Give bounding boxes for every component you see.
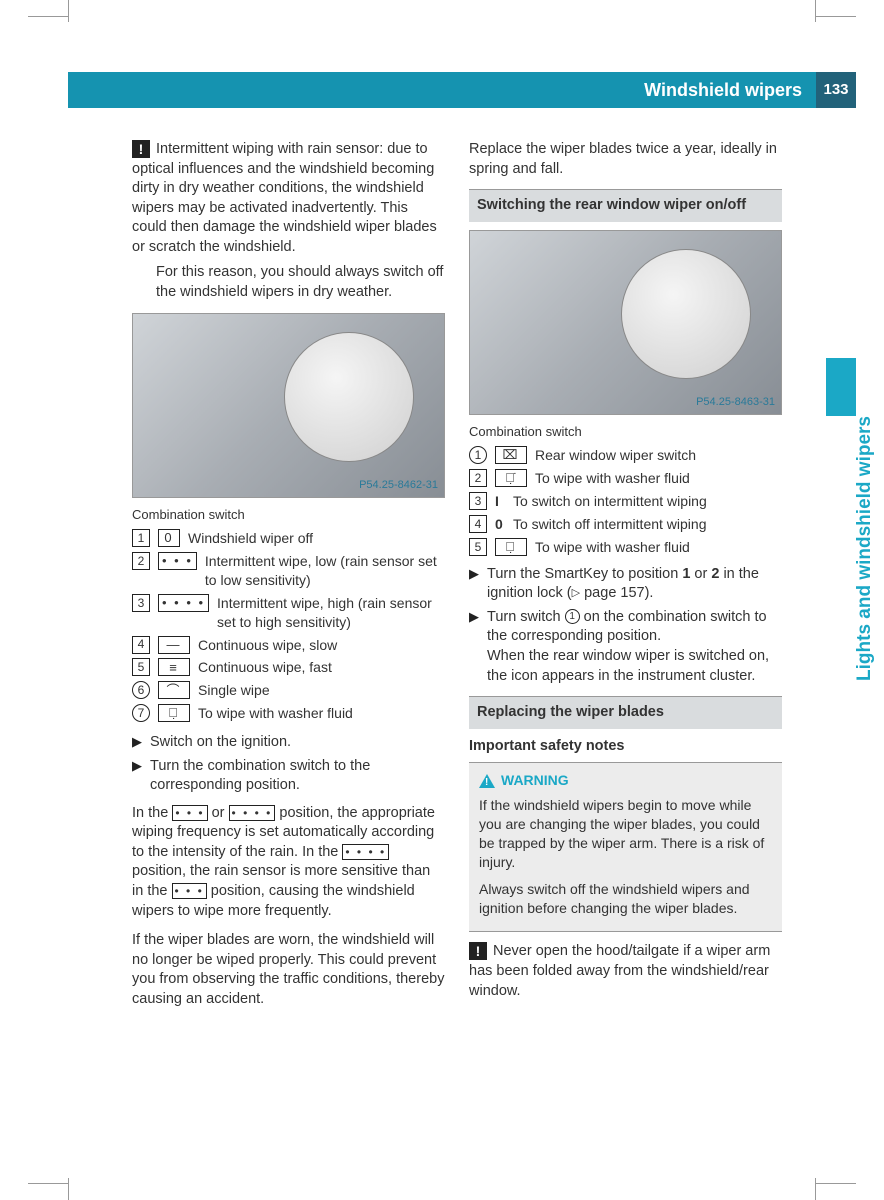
worn-blades-paragraph: If the wiper blades are worn, the windsh… xyxy=(132,931,445,1009)
header-title: Windshield wipers xyxy=(644,78,816,102)
step-item: ▶ Turn the combination switch to the cor… xyxy=(132,757,445,796)
symbol-washer: ⌒̣ xyxy=(495,538,527,556)
label-box-2: 2 xyxy=(469,469,487,487)
symbol-int-low: • • • xyxy=(158,552,197,570)
warning-label: WARNING xyxy=(501,771,569,790)
safety-notes-heading: Important safety notes xyxy=(469,737,782,757)
sensitivity-paragraph: In the • • • or • • • • position, the ap… xyxy=(132,804,445,921)
label-box-3: 3 xyxy=(469,492,487,510)
replace-paragraph: Replace the wiper blades twice a year, i… xyxy=(469,140,782,179)
side-tab xyxy=(826,358,856,416)
legend-item: 5 ≡ Continuous wipe, fast xyxy=(132,658,445,677)
left-column: !Intermittent wiping with rain sensor: d… xyxy=(132,140,445,1140)
label-box-2: 2 xyxy=(132,552,150,570)
step-arrow-icon: ▶ xyxy=(132,733,142,751)
legend-item: 2 ⌒̣̇ To wipe with washer fluid xyxy=(469,469,782,488)
important-icon: ! xyxy=(469,942,487,960)
warning-text-1: If the windshield wipers begin to move w… xyxy=(479,796,772,872)
label-box-4: 4 xyxy=(469,515,487,533)
hood-note: !Never open the hood/tailgate if a wiper… xyxy=(469,942,782,1001)
combination-switch-rear-image: P54.25-8463-31 xyxy=(469,230,782,415)
warning-icon xyxy=(479,774,495,788)
label-box-5: 5 xyxy=(132,658,150,676)
symbol-rear-switch: ⌧ xyxy=(495,446,527,464)
step-item: ▶ Switch on the ignition. xyxy=(132,733,445,753)
label-circle-6: 6 xyxy=(132,681,150,699)
legend-item: 4 — Continuous wipe, slow xyxy=(132,636,445,655)
symbol-0: 0 xyxy=(495,515,505,534)
symbol-cont-fast: ≡ xyxy=(158,658,190,676)
warning-box: WARNING If the windshield wipers begin t… xyxy=(469,762,782,932)
symbol-cont-slow: — xyxy=(158,636,190,654)
step-arrow-icon: ▶ xyxy=(469,565,479,583)
rain-sensor-note: !Intermittent wiping with rain sensor: d… xyxy=(132,140,445,257)
legend-item: 4 0 To switch off intermittent wiping xyxy=(469,515,782,534)
label-circle-7: 7 xyxy=(132,704,150,722)
side-section-label: Lights and windshield wipers xyxy=(852,416,878,681)
page-number: 133 xyxy=(816,72,856,108)
legend-item: 6 ⌒ Single wipe xyxy=(132,681,445,700)
symbol-int-high: • • • • xyxy=(158,594,209,612)
symbol-washer: ⌒̣ xyxy=(158,704,190,722)
legend-item: 5 ⌒̣ To wipe with washer fluid xyxy=(469,538,782,557)
legend-item: 1 ⌧ Rear window wiper switch xyxy=(469,446,782,465)
symbol-single-wipe: ⌒ xyxy=(158,681,190,699)
legend-item: 3 I To switch on intermittent wiping xyxy=(469,492,782,511)
label-box-1: 1 xyxy=(132,529,150,547)
step-item: ▶ Turn switch 1 on the combination switc… xyxy=(469,608,782,686)
label-box-3: 3 xyxy=(132,594,150,612)
legend-item: 1 0 Windshield wiper off xyxy=(132,529,445,548)
page-header: Windshield wipers 133 xyxy=(68,72,856,108)
symbol-off: 0 xyxy=(158,529,180,547)
warning-text-2: Always switch off the windshield wipers … xyxy=(479,880,772,918)
image-caption: Combination switch xyxy=(469,423,782,441)
right-column: Replace the wiper blades twice a year, i… xyxy=(469,140,782,1140)
legend-item: 2 • • • Intermittent wipe, low (rain sen… xyxy=(132,552,445,590)
step-arrow-icon: ▶ xyxy=(469,608,479,626)
label-circle-1: 1 xyxy=(469,446,487,464)
step-item: ▶ Turn the SmartKey to position 1 or 2 i… xyxy=(469,565,782,604)
legend-item: 3 • • • • Intermittent wipe, high (rain … xyxy=(132,594,445,632)
image-caption: Combination switch xyxy=(132,506,445,524)
label-box-4: 4 xyxy=(132,636,150,654)
rain-sensor-note-2: For this reason, you should always switc… xyxy=(132,263,445,302)
step-arrow-icon: ▶ xyxy=(132,757,142,775)
legend-item: 7 ⌒̣ To wipe with washer fluid xyxy=(132,704,445,723)
combination-switch-front-image: P54.25-8462-31 xyxy=(132,313,445,498)
label-box-5: 5 xyxy=(469,538,487,556)
symbol-i: I xyxy=(495,492,505,511)
important-icon: ! xyxy=(132,140,150,158)
section-replace-blades: Replacing the wiper blades xyxy=(469,696,782,729)
symbol-washer: ⌒̣̇ xyxy=(495,469,527,487)
section-rear-wiper: Switching the rear window wiper on/off xyxy=(469,189,782,222)
